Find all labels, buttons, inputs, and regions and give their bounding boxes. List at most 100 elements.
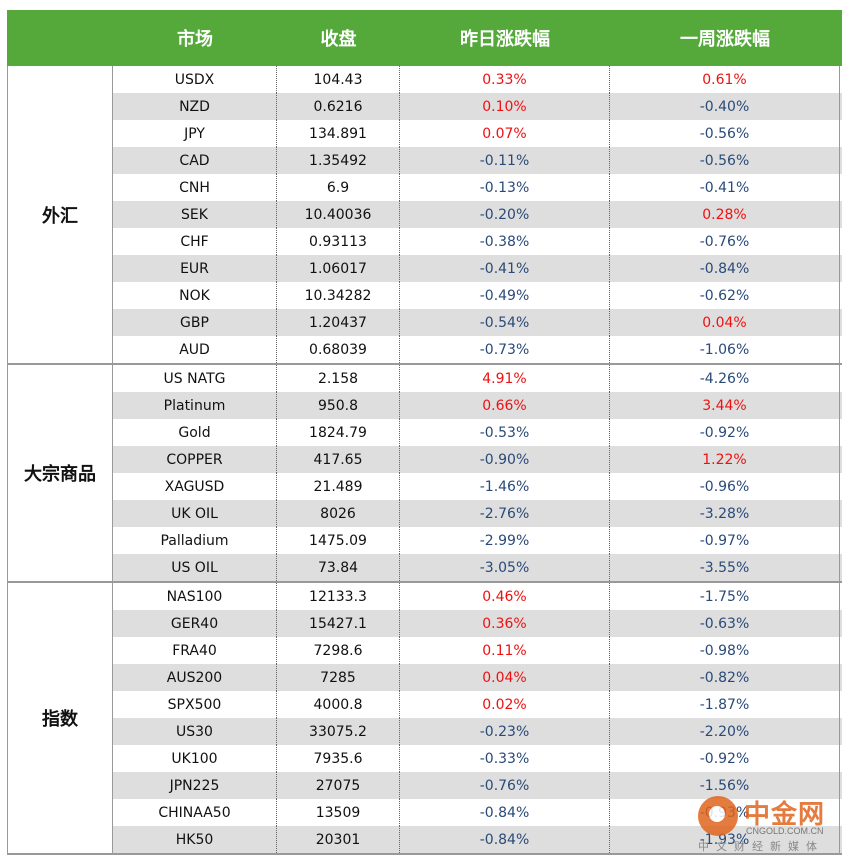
cell-day-change: -0.38%: [400, 228, 610, 255]
cell-week-change: -0.76%: [610, 228, 840, 255]
cell-day-change: 0.36%: [400, 610, 610, 637]
cell-day-change: -2.99%: [400, 527, 610, 554]
group-label: 指数: [7, 583, 113, 853]
watermark-tagline: 中文财经新媒体: [698, 840, 824, 853]
cell-market: CHF: [113, 228, 277, 255]
table-row: SPX500 4000.8 0.02% -1.87%: [113, 691, 842, 718]
cell-close: 10.40036: [277, 201, 400, 228]
table-row: NOK 10.34282 -0.49% -0.62%: [113, 282, 842, 309]
cell-week-change: -1.06%: [610, 336, 840, 363]
header-day-change: 昨日涨跌幅: [460, 29, 550, 50]
cell-close: 1.35492: [277, 147, 400, 174]
cell-week-change: -3.55%: [610, 554, 840, 581]
cell-close: 1824.79: [277, 419, 400, 446]
cell-market: Palladium: [113, 527, 277, 554]
cell-close: 950.8: [277, 392, 400, 419]
cell-day-change: 0.33%: [400, 66, 610, 93]
cell-market: SEK: [113, 201, 277, 228]
cell-close: 417.65: [277, 446, 400, 473]
cell-week-change: -0.56%: [610, 120, 840, 147]
table-row: USDX 104.43 0.33% 0.61%: [113, 66, 842, 93]
cell-day-change: -3.05%: [400, 554, 610, 581]
table-row: AUS200 7285 0.04% -0.82%: [113, 664, 842, 691]
cell-day-change: -0.41%: [400, 255, 610, 282]
table-row: SEK 10.40036 -0.20% 0.28%: [113, 201, 842, 228]
table-row: UK OIL 8026 -2.76% -3.28%: [113, 500, 842, 527]
cell-week-change: -2.20%: [610, 718, 840, 745]
cell-week-change: 0.04%: [610, 309, 840, 336]
table-row: NAS100 12133.3 0.46% -1.75%: [113, 583, 842, 610]
cell-week-change: -0.92%: [610, 745, 840, 772]
table-row: FRA40 7298.6 0.11% -0.98%: [113, 637, 842, 664]
cell-close: 33075.2: [277, 718, 400, 745]
cell-market: CNH: [113, 174, 277, 201]
cell-close: 0.68039: [277, 336, 400, 363]
cell-market: US OIL: [113, 554, 277, 581]
cell-market: USDX: [113, 66, 277, 93]
cell-close: 1.20437: [277, 309, 400, 336]
cell-week-change: -0.97%: [610, 527, 840, 554]
table-row: GBP 1.20437 -0.54% 0.04%: [113, 309, 842, 336]
cell-market: XAGUSD: [113, 473, 277, 500]
cell-day-change: -0.90%: [400, 446, 610, 473]
cell-market: NAS100: [113, 583, 277, 610]
cell-day-change: -0.73%: [400, 336, 610, 363]
table-row: CAD 1.35492 -0.11% -0.56%: [113, 147, 842, 174]
cell-close: 73.84: [277, 554, 400, 581]
cell-day-change: -0.54%: [400, 309, 610, 336]
cell-day-change: -1.46%: [400, 473, 610, 500]
cell-week-change: -0.63%: [610, 610, 840, 637]
cell-close: 0.6216: [277, 93, 400, 120]
table-row: EUR 1.06017 -0.41% -0.84%: [113, 255, 842, 282]
cell-day-change: -0.49%: [400, 282, 610, 309]
header-market: 市场: [177, 29, 213, 50]
cell-day-change: 0.66%: [400, 392, 610, 419]
header-week-change: 一周涨跌幅: [680, 29, 770, 50]
header-close: 收盘: [320, 29, 357, 50]
table-row: CHF 0.93113 -0.38% -0.76%: [113, 228, 842, 255]
table-row: NZD 0.6216 0.10% -0.40%: [113, 93, 842, 120]
cell-day-change: 0.11%: [400, 637, 610, 664]
table-row: COPPER 417.65 -0.90% 1.22%: [113, 446, 842, 473]
cell-market: SPX500: [113, 691, 277, 718]
cell-close: 6.9: [277, 174, 400, 201]
table-row: Palladium 1475.09 -2.99% -0.97%: [113, 527, 842, 554]
cell-day-change: 4.91%: [400, 365, 610, 392]
cell-day-change: -0.20%: [400, 201, 610, 228]
cell-market: UK100: [113, 745, 277, 772]
cell-day-change: -0.84%: [400, 826, 610, 853]
cell-week-change: -1.93%: [610, 826, 840, 853]
cell-week-change: 0.61%: [610, 66, 840, 93]
watermark: 中金网 CNGOLD.COM.CN 中文财经新媒体: [694, 790, 844, 858]
cell-market: UK OIL: [113, 500, 277, 527]
cell-close: 21.489: [277, 473, 400, 500]
cell-day-change: -0.84%: [400, 799, 610, 826]
table-row: GER40 15427.1 0.36% -0.63%: [113, 610, 842, 637]
cell-week-change: -3.28%: [610, 500, 840, 527]
cell-market: AUS200: [113, 664, 277, 691]
table-group: 外汇 USDX 104.43 0.33% 0.61% NZD 0.6216 0.10% -0.4…: [7, 66, 842, 365]
watermark-url: CNGOLD.COM.CN: [746, 826, 824, 836]
cell-week-change: -0.62%: [610, 282, 840, 309]
cell-close: 8026: [277, 500, 400, 527]
cell-close: 15427.1: [277, 610, 400, 637]
cell-day-change: 0.10%: [400, 93, 610, 120]
table-row: XAGUSD 21.489 -1.46% -0.96%: [113, 473, 842, 500]
cell-week-change: 3.44%: [610, 392, 840, 419]
cell-market: NOK: [113, 282, 277, 309]
cell-market: JPY: [113, 120, 277, 147]
market-table: 市场 收盘 昨日涨跌幅 一周涨跌幅 外汇 USDX 104.43 0.33% 0.61%…: [7, 10, 842, 855]
table-row: JPY 134.891 0.07% -0.56%: [113, 120, 842, 147]
cell-close: 7285: [277, 664, 400, 691]
cell-week-change: -1.87%: [610, 691, 840, 718]
cell-close: 7298.6: [277, 637, 400, 664]
table-row: US OIL 73.84 -3.05% -3.55%: [113, 554, 842, 581]
cell-week-change: -0.41%: [610, 174, 840, 201]
cell-day-change: -0.76%: [400, 772, 610, 799]
cell-day-change: -0.23%: [400, 718, 610, 745]
cell-day-change: -0.13%: [400, 174, 610, 201]
group-label: 外汇: [7, 66, 113, 363]
cell-market: Gold: [113, 419, 277, 446]
cell-close: 27075: [277, 772, 400, 799]
table-body: 外汇 USDX 104.43 0.33% 0.61% NZD 0.6216 0.10% -0.4…: [7, 66, 842, 855]
